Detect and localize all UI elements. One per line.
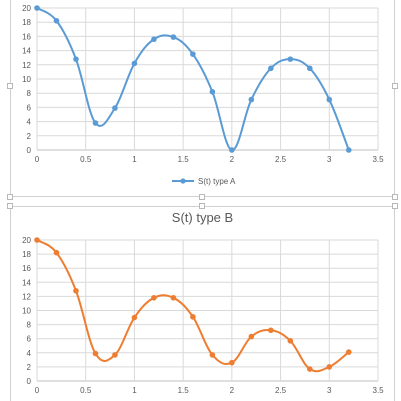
x-tick-label: 3.5 bbox=[372, 155, 384, 164]
data-point[interactable] bbox=[190, 314, 196, 320]
data-point[interactable] bbox=[92, 350, 99, 357]
y-tick-label: 6 bbox=[27, 335, 32, 344]
data-point[interactable] bbox=[345, 349, 352, 355]
data-point[interactable] bbox=[268, 65, 274, 72]
y-tick-label: 12 bbox=[22, 292, 31, 301]
y-tick-label: 4 bbox=[27, 118, 32, 127]
x-tick-label: 1.5 bbox=[178, 386, 190, 395]
x-tick-label: 0 bbox=[35, 386, 40, 395]
y-tick-label: 0 bbox=[27, 146, 32, 155]
data-point[interactable] bbox=[190, 51, 196, 57]
x-tick-label: 0 bbox=[35, 155, 40, 164]
data-point[interactable] bbox=[209, 88, 216, 95]
data-point[interactable] bbox=[287, 56, 294, 62]
y-tick-label: 16 bbox=[22, 32, 31, 41]
data-point[interactable] bbox=[345, 147, 352, 153]
chart-panel-a[interactable]: 0 2 4 6 8 10 12 14 16 18 20 0 0.5 1 1.5 2 2.5 3 3.5 S(t) ty… bbox=[7, 0, 398, 200]
data-point[interactable] bbox=[151, 36, 157, 43]
data-point[interactable] bbox=[307, 366, 313, 372]
x-tick-label: 2.5 bbox=[275, 386, 287, 395]
data-point[interactable] bbox=[53, 249, 60, 256]
data-point[interactable] bbox=[307, 65, 313, 72]
y-tick-label: 2 bbox=[27, 132, 32, 141]
data-point[interactable] bbox=[34, 5, 40, 11]
series-line bbox=[36, 239, 350, 373]
chart-b-title: S(t) type B bbox=[171, 210, 234, 225]
data-point[interactable] bbox=[170, 295, 177, 301]
data-point[interactable] bbox=[112, 105, 118, 111]
resize-handle-top[interactable] bbox=[199, 203, 205, 209]
data-point[interactable] bbox=[229, 147, 235, 153]
resize-handle-right[interactable] bbox=[392, 83, 398, 89]
y-tick-label: 0 bbox=[27, 377, 32, 386]
x-tick-label: 2 bbox=[230, 386, 235, 395]
y-tick-label: 6 bbox=[27, 103, 32, 112]
data-point[interactable] bbox=[326, 96, 333, 103]
y-tick-label: 10 bbox=[22, 75, 31, 84]
y-tick-label: 12 bbox=[22, 61, 31, 70]
data-point[interactable] bbox=[170, 34, 177, 40]
data-point[interactable] bbox=[131, 60, 138, 67]
y-tick-label: 8 bbox=[27, 89, 32, 98]
resize-handle-left[interactable] bbox=[7, 83, 13, 89]
y-tick-label: 14 bbox=[22, 47, 31, 56]
y-tick-label: 18 bbox=[22, 250, 31, 259]
x-tick-label: 3 bbox=[327, 386, 332, 395]
data-point[interactable] bbox=[248, 96, 255, 103]
x-tick-label: 0.5 bbox=[80, 386, 92, 395]
y-tick-label: 2 bbox=[27, 363, 32, 372]
data-point[interactable] bbox=[34, 237, 40, 243]
resize-handle-top-right[interactable] bbox=[392, 203, 398, 209]
legend-label: S(t) type A bbox=[198, 177, 236, 186]
y-tick-label: 8 bbox=[27, 321, 32, 330]
x-tick-label: 0.5 bbox=[80, 155, 92, 164]
data-point[interactable] bbox=[92, 120, 99, 126]
chart-panel-b[interactable]: S(t) type B 0 2 4 6 8 10 12 14 16 18 20 0 0.5 1 1.5 2 2.… bbox=[7, 203, 398, 401]
x-tick-label: 1 bbox=[132, 386, 137, 395]
data-point[interactable] bbox=[131, 314, 138, 321]
y-tick-label: 10 bbox=[22, 307, 31, 316]
y-tick-label: 4 bbox=[27, 349, 32, 358]
chart-a-svg: 0 2 4 6 8 10 12 14 16 18 20 0 0.5 1 1.5 2 2.5 3 3.5 S(t) ty… bbox=[22, 4, 384, 186]
data-point[interactable] bbox=[53, 17, 60, 24]
data-point[interactable] bbox=[229, 359, 235, 366]
y-tick-label: 18 bbox=[22, 18, 31, 27]
x-tick-label: 1 bbox=[132, 155, 137, 164]
y-tick-label: 20 bbox=[22, 4, 31, 13]
y-tick-label: 14 bbox=[22, 278, 31, 287]
y-tick-label: 20 bbox=[22, 236, 31, 245]
data-point[interactable] bbox=[151, 295, 157, 301]
resize-handle-bottom-left[interactable] bbox=[7, 194, 13, 200]
data-point[interactable] bbox=[268, 327, 274, 334]
resize-handle-bottom-right[interactable] bbox=[392, 194, 398, 200]
chart-b-svg: 0 2 4 6 8 10 12 14 16 18 20 0 0.5 1 1.5 2 2.5 3 3.5 bbox=[22, 236, 384, 395]
data-point[interactable] bbox=[73, 287, 79, 294]
data-point[interactable] bbox=[112, 352, 118, 358]
data-point[interactable] bbox=[248, 333, 255, 340]
data-point[interactable] bbox=[326, 364, 333, 370]
resize-handle-top-left[interactable] bbox=[7, 203, 13, 209]
x-tick-label: 2.5 bbox=[275, 155, 287, 164]
data-point[interactable] bbox=[73, 56, 79, 62]
data-point[interactable] bbox=[287, 338, 294, 344]
resize-handle-bottom[interactable] bbox=[199, 194, 205, 200]
x-tick-label: 1.5 bbox=[178, 155, 190, 164]
legend-marker bbox=[180, 178, 186, 184]
x-tick-label: 3.5 bbox=[372, 386, 384, 395]
x-tick-label: 2 bbox=[230, 155, 235, 164]
y-tick-label: 16 bbox=[22, 264, 31, 273]
x-tick-label: 3 bbox=[327, 155, 332, 164]
data-point[interactable] bbox=[209, 352, 216, 358]
